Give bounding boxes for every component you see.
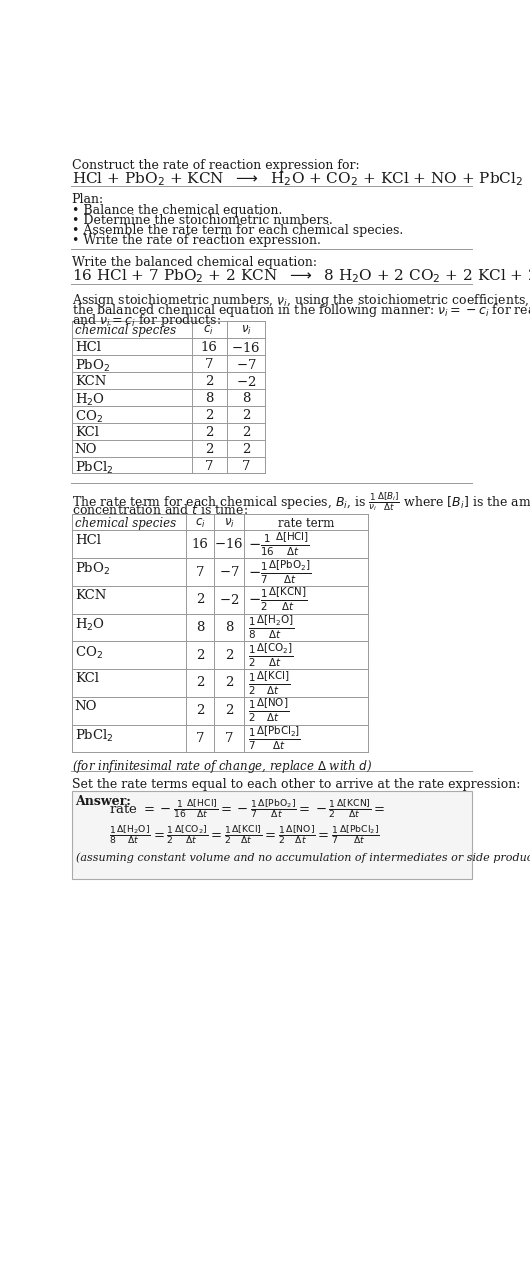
Text: • Determine the stoichiometric numbers.: • Determine the stoichiometric numbers. bbox=[72, 215, 332, 227]
Text: CO$_2$: CO$_2$ bbox=[75, 409, 103, 425]
Text: and $\nu_i = c_i$ for products:: and $\nu_i = c_i$ for products: bbox=[72, 312, 221, 329]
Text: Answer:: Answer: bbox=[76, 795, 131, 808]
Text: KCl: KCl bbox=[75, 672, 99, 685]
Text: Assign stoichiometric numbers, $\nu_i$, using the stoichiometric coefficients, $: Assign stoichiometric numbers, $\nu_i$, … bbox=[72, 292, 530, 309]
Text: the balanced chemical equation in the following manner: $\nu_i = -c_i$ for react: the balanced chemical equation in the fo… bbox=[72, 302, 530, 319]
Text: NO: NO bbox=[75, 700, 98, 712]
Text: $-$16: $-$16 bbox=[232, 342, 261, 356]
Text: $c_i$: $c_i$ bbox=[195, 517, 206, 530]
Text: HCl + PbO$_2$ + KCN  $\longrightarrow$  H$_2$O + CO$_2$ + KCl + NO + PbCl$_2$: HCl + PbO$_2$ + KCN $\longrightarrow$ H$… bbox=[72, 170, 523, 188]
Text: 7: 7 bbox=[242, 460, 250, 472]
Text: Plan:: Plan: bbox=[72, 193, 104, 206]
Text: concentration and $t$ is time:: concentration and $t$ is time: bbox=[72, 503, 248, 517]
Text: PbO$_2$: PbO$_2$ bbox=[75, 358, 110, 375]
Text: 16 HCl + 7 PbO$_2$ + 2 KCN  $\longrightarrow$  8 H$_2$O + 2 CO$_2$ + 2 KCl + 2 N: 16 HCl + 7 PbO$_2$ + 2 KCN $\longrightar… bbox=[72, 267, 530, 284]
Text: • Write the rate of reaction expression.: • Write the rate of reaction expression. bbox=[72, 234, 321, 248]
Text: 2: 2 bbox=[205, 409, 213, 422]
Text: $\frac{1}{8}\frac{\Delta[\mathrm{H_2O}]}{\Delta t} = \frac{1}{2}\frac{\Delta[\ma: $\frac{1}{8}\frac{\Delta[\mathrm{H_2O}]}… bbox=[109, 823, 379, 846]
Text: HCl: HCl bbox=[75, 533, 101, 546]
Text: 7: 7 bbox=[196, 732, 205, 745]
Text: 2: 2 bbox=[242, 409, 250, 422]
Text: The rate term for each chemical species, $B_i$, is $\frac{1}{\nu_i}\frac{\Delta[: The rate term for each chemical species,… bbox=[72, 490, 530, 513]
Text: 7: 7 bbox=[196, 565, 205, 579]
Text: 8: 8 bbox=[205, 392, 213, 405]
Text: 2: 2 bbox=[242, 443, 250, 456]
Text: 7: 7 bbox=[205, 460, 213, 472]
Text: $\nu_i$: $\nu_i$ bbox=[241, 324, 251, 338]
Text: PbO$_2$: PbO$_2$ bbox=[75, 561, 110, 578]
Text: 2: 2 bbox=[205, 443, 213, 456]
Text: NO: NO bbox=[75, 443, 98, 456]
Text: $-$2: $-$2 bbox=[219, 593, 239, 607]
Text: PbCl$_2$: PbCl$_2$ bbox=[75, 460, 113, 476]
Text: 2: 2 bbox=[196, 593, 205, 606]
Text: $c_i$: $c_i$ bbox=[204, 324, 214, 338]
Text: Write the balanced chemical equation:: Write the balanced chemical equation: bbox=[72, 257, 317, 269]
Text: KCN: KCN bbox=[75, 589, 106, 602]
Text: $-$2: $-$2 bbox=[236, 375, 256, 389]
Text: H$_2$O: H$_2$O bbox=[75, 617, 105, 632]
Text: PbCl$_2$: PbCl$_2$ bbox=[75, 728, 113, 744]
Text: (for infinitesimal rate of change, replace $\Delta$ with $d$): (for infinitesimal rate of change, repla… bbox=[72, 758, 372, 776]
Text: 2: 2 bbox=[205, 425, 213, 438]
Text: 16: 16 bbox=[192, 537, 209, 551]
Text: 7: 7 bbox=[225, 732, 233, 745]
Text: $-\frac{1}{7}\frac{\Delta[\mathrm{PbO_2}]}{\Delta t}$: $-\frac{1}{7}\frac{\Delta[\mathrm{PbO_2}… bbox=[249, 559, 312, 585]
Text: $\frac{1}{2}\frac{\Delta[\mathrm{NO}]}{\Delta t}$: $\frac{1}{2}\frac{\Delta[\mathrm{NO}]}{\… bbox=[249, 697, 289, 724]
Text: KCl: KCl bbox=[75, 425, 99, 438]
Text: (assuming constant volume and no accumulation of intermediates or side products): (assuming constant volume and no accumul… bbox=[76, 852, 530, 862]
Text: 2: 2 bbox=[205, 375, 213, 387]
Text: rate term: rate term bbox=[278, 517, 334, 530]
Text: 8: 8 bbox=[225, 621, 233, 634]
Text: Construct the rate of reaction expression for:: Construct the rate of reaction expressio… bbox=[72, 159, 359, 171]
Text: $-$7: $-$7 bbox=[219, 565, 240, 579]
Text: $-$16: $-$16 bbox=[215, 537, 244, 551]
Text: 2: 2 bbox=[225, 677, 233, 690]
Text: 8: 8 bbox=[196, 621, 205, 634]
Text: chemical species: chemical species bbox=[75, 324, 176, 337]
Text: $-\frac{1}{16}\frac{\Delta[\mathrm{HCl}]}{\Delta t}$: $-\frac{1}{16}\frac{\Delta[\mathrm{HCl}]… bbox=[249, 531, 310, 558]
Text: 2: 2 bbox=[196, 704, 205, 718]
Text: Set the rate terms equal to each other to arrive at the rate expression:: Set the rate terms equal to each other t… bbox=[72, 779, 520, 791]
Text: 2: 2 bbox=[196, 649, 205, 662]
Text: • Assemble the rate term for each chemical species.: • Assemble the rate term for each chemic… bbox=[72, 224, 403, 237]
Bar bbox=[72, 791, 472, 879]
Text: $\frac{1}{7}\frac{\Delta[\mathrm{PbCl_2}]}{\Delta t}$: $\frac{1}{7}\frac{\Delta[\mathrm{PbCl_2}… bbox=[249, 725, 302, 752]
Text: 2: 2 bbox=[242, 425, 250, 438]
Text: KCN: KCN bbox=[75, 375, 106, 387]
Text: 7: 7 bbox=[205, 358, 213, 371]
Text: • Balance the chemical equation.: • Balance the chemical equation. bbox=[72, 204, 282, 217]
Text: $-\frac{1}{2}\frac{\Delta[\mathrm{KCN}]}{\Delta t}$: $-\frac{1}{2}\frac{\Delta[\mathrm{KCN}]}… bbox=[249, 585, 307, 613]
Text: CO$_2$: CO$_2$ bbox=[75, 644, 103, 660]
Text: 16: 16 bbox=[200, 342, 217, 354]
Text: $-$7: $-$7 bbox=[236, 358, 257, 372]
Text: $\frac{1}{2}\frac{\Delta[\mathrm{CO_2}]}{\Delta t}$: $\frac{1}{2}\frac{\Delta[\mathrm{CO_2}]}… bbox=[249, 641, 294, 669]
Text: H$_2$O: H$_2$O bbox=[75, 392, 105, 408]
Text: HCl: HCl bbox=[75, 342, 101, 354]
Text: $\nu_i$: $\nu_i$ bbox=[224, 517, 234, 530]
Text: chemical species: chemical species bbox=[75, 517, 176, 530]
Text: 8: 8 bbox=[242, 392, 250, 405]
Text: rate $= -\frac{1}{16}\frac{\Delta[\mathrm{HCl}]}{\Delta t} = -\frac{1}{7}\frac{\: rate $= -\frac{1}{16}\frac{\Delta[\mathr… bbox=[109, 796, 385, 819]
Text: $\frac{1}{8}\frac{\Delta[\mathrm{H_2O}]}{\Delta t}$: $\frac{1}{8}\frac{\Delta[\mathrm{H_2O}]}… bbox=[249, 613, 295, 641]
Text: 2: 2 bbox=[225, 704, 233, 718]
Text: 2: 2 bbox=[225, 649, 233, 662]
Text: 2: 2 bbox=[196, 677, 205, 690]
Text: $\frac{1}{2}\frac{\Delta[\mathrm{KCl}]}{\Delta t}$: $\frac{1}{2}\frac{\Delta[\mathrm{KCl}]}{… bbox=[249, 669, 290, 697]
